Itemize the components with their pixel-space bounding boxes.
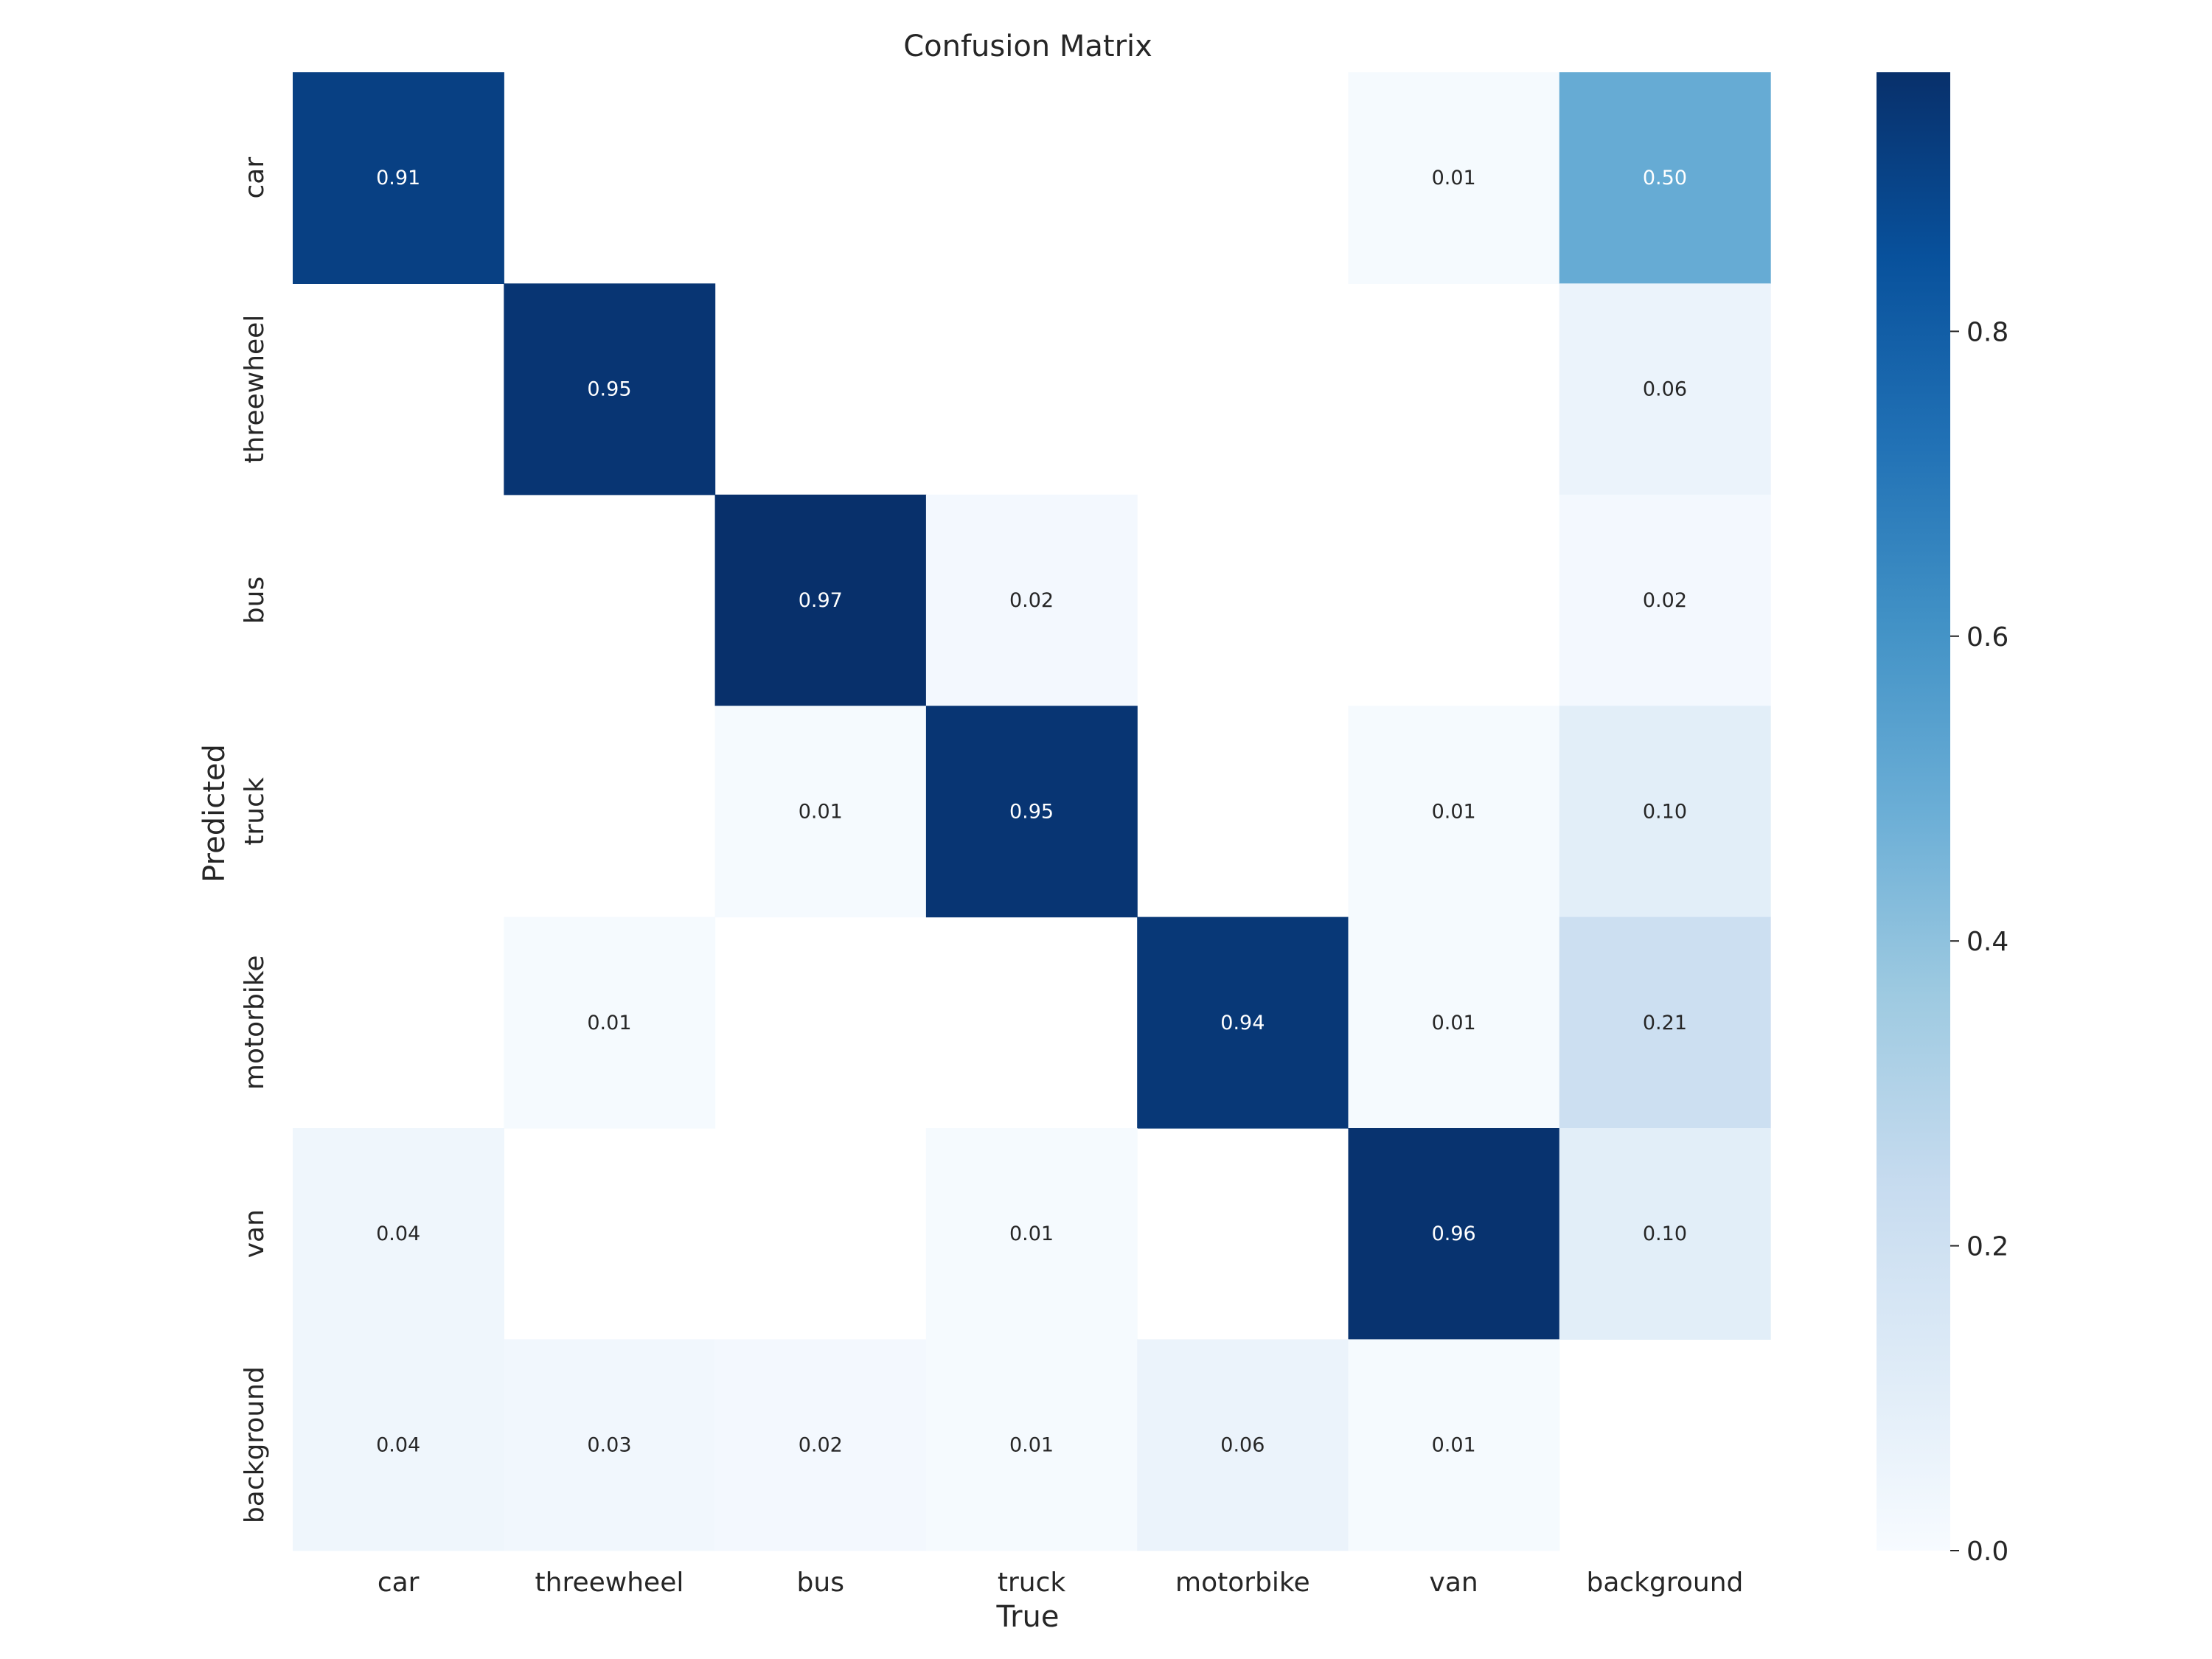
cell-value-label: 0.21 xyxy=(1643,1012,1687,1034)
cell-value-label: 0.01 xyxy=(799,800,843,823)
y-tick-label: motorbike xyxy=(240,955,270,1090)
heatmap-cell xyxy=(925,706,1138,918)
heatmap-cell xyxy=(504,917,716,1129)
cell-value-label: 0.01 xyxy=(1432,167,1476,189)
heatmap-cell xyxy=(1348,1339,1560,1551)
heatmap-cell xyxy=(293,72,504,284)
heatmap-cell xyxy=(1559,1128,1771,1340)
cell-value-label: 0.10 xyxy=(1643,1222,1687,1245)
heatmap-cell xyxy=(504,283,716,495)
heatmap-cell xyxy=(925,1128,1138,1340)
cell-value-label: 0.06 xyxy=(1643,378,1687,401)
cell-value-label: 0.04 xyxy=(376,1222,420,1245)
heatmap-cell xyxy=(714,706,927,918)
heatmap-cell xyxy=(1559,494,1771,706)
x-tick-label: bus xyxy=(797,1568,844,1598)
cell-value-label: 0.94 xyxy=(1220,1012,1265,1034)
x-tick-label: car xyxy=(378,1568,420,1598)
x-axis-label: True xyxy=(996,1600,1060,1634)
y-tick-label: background xyxy=(240,1366,270,1523)
heatmap-cell xyxy=(1137,1339,1349,1551)
colorbar-tick-label: 0.8 xyxy=(1966,317,2008,347)
chart-title: Confusion Matrix xyxy=(903,29,1152,63)
heatmap-cell xyxy=(1559,72,1771,284)
cell-value-label: 0.04 xyxy=(376,1434,420,1457)
colorbar-tick-label: 0.4 xyxy=(1966,927,2008,957)
cell-value-label: 0.01 xyxy=(1432,1434,1476,1457)
x-tick-labels: car threewheel bus truck motorbike van backgro… xyxy=(378,1568,1744,1598)
heatmap-cells xyxy=(293,72,1771,1551)
cell-value-label: 0.97 xyxy=(799,589,843,612)
heatmap-cell xyxy=(1137,917,1349,1129)
cell-value-label: 0.01 xyxy=(587,1012,631,1034)
cell-value-label: 0.95 xyxy=(1009,800,1054,823)
cell-value-label: 0.10 xyxy=(1643,800,1687,823)
heatmap-cell xyxy=(1348,72,1560,284)
cell-value-label: 0.02 xyxy=(1009,589,1054,612)
colorbar-ticks: 0.0 0.2 0.4 0.6 0.8 xyxy=(1950,317,2008,1567)
y-tick-label: bus xyxy=(240,577,270,624)
colorbar-tick-label: 0.2 xyxy=(1966,1232,2008,1262)
heatmap-cell xyxy=(925,1339,1138,1551)
cell-value-labels: 0.91 0.01 0.50 0.95 0.06 0.97 0.02 0.02 0.01 0.95… xyxy=(376,167,1687,1456)
cell-value-label: 0.01 xyxy=(1009,1434,1054,1457)
heatmap-cell xyxy=(714,494,927,706)
y-tick-label: truck xyxy=(240,777,270,846)
heatmap-cell xyxy=(1348,706,1560,918)
heatmap-cell xyxy=(1559,917,1771,1129)
x-tick-label: threewheel xyxy=(535,1568,684,1598)
cell-value-label: 0.02 xyxy=(1643,589,1687,612)
colorbar-tick-label: 0.0 xyxy=(1966,1537,2008,1567)
cell-value-label: 0.01 xyxy=(1009,1222,1054,1245)
cell-value-label: 0.03 xyxy=(587,1434,631,1457)
cell-value-label: 0.91 xyxy=(376,167,420,189)
x-tick-label: van xyxy=(1430,1568,1478,1598)
cell-value-label: 0.06 xyxy=(1220,1434,1265,1457)
y-tick-label: threewheel xyxy=(240,315,270,464)
colorbar xyxy=(1877,72,1950,1551)
heatmap-cell xyxy=(1348,917,1560,1129)
cell-value-label: 0.01 xyxy=(1432,1012,1476,1034)
y-axis-label: Predicted xyxy=(198,744,232,883)
heatmap-cell xyxy=(293,1128,504,1340)
x-tick-label: truck xyxy=(998,1568,1066,1598)
x-tick-label: motorbike xyxy=(1175,1568,1310,1598)
heatmap-cell xyxy=(504,1339,716,1551)
x-tick-label: background xyxy=(1586,1568,1743,1598)
heatmap-cell xyxy=(1559,283,1771,495)
cell-value-label: 0.50 xyxy=(1643,167,1687,189)
heatmap-cell xyxy=(293,1339,504,1551)
cell-value-label: 0.02 xyxy=(799,1434,843,1457)
colorbar-tick-label: 0.6 xyxy=(1966,622,2008,653)
cell-value-label: 0.01 xyxy=(1432,800,1476,823)
heatmap-cell xyxy=(925,494,1138,706)
heatmap-cell xyxy=(1559,706,1771,918)
heatmap-cell xyxy=(1348,1128,1560,1340)
cell-value-label: 0.96 xyxy=(1432,1222,1476,1245)
y-tick-label: van xyxy=(240,1209,270,1258)
heatmap-cell xyxy=(714,1339,927,1551)
y-tick-label: car xyxy=(240,157,270,199)
y-tick-labels: car threewheel bus truck motorbike van backgro… xyxy=(240,157,270,1523)
cell-value-label: 0.95 xyxy=(587,378,631,401)
